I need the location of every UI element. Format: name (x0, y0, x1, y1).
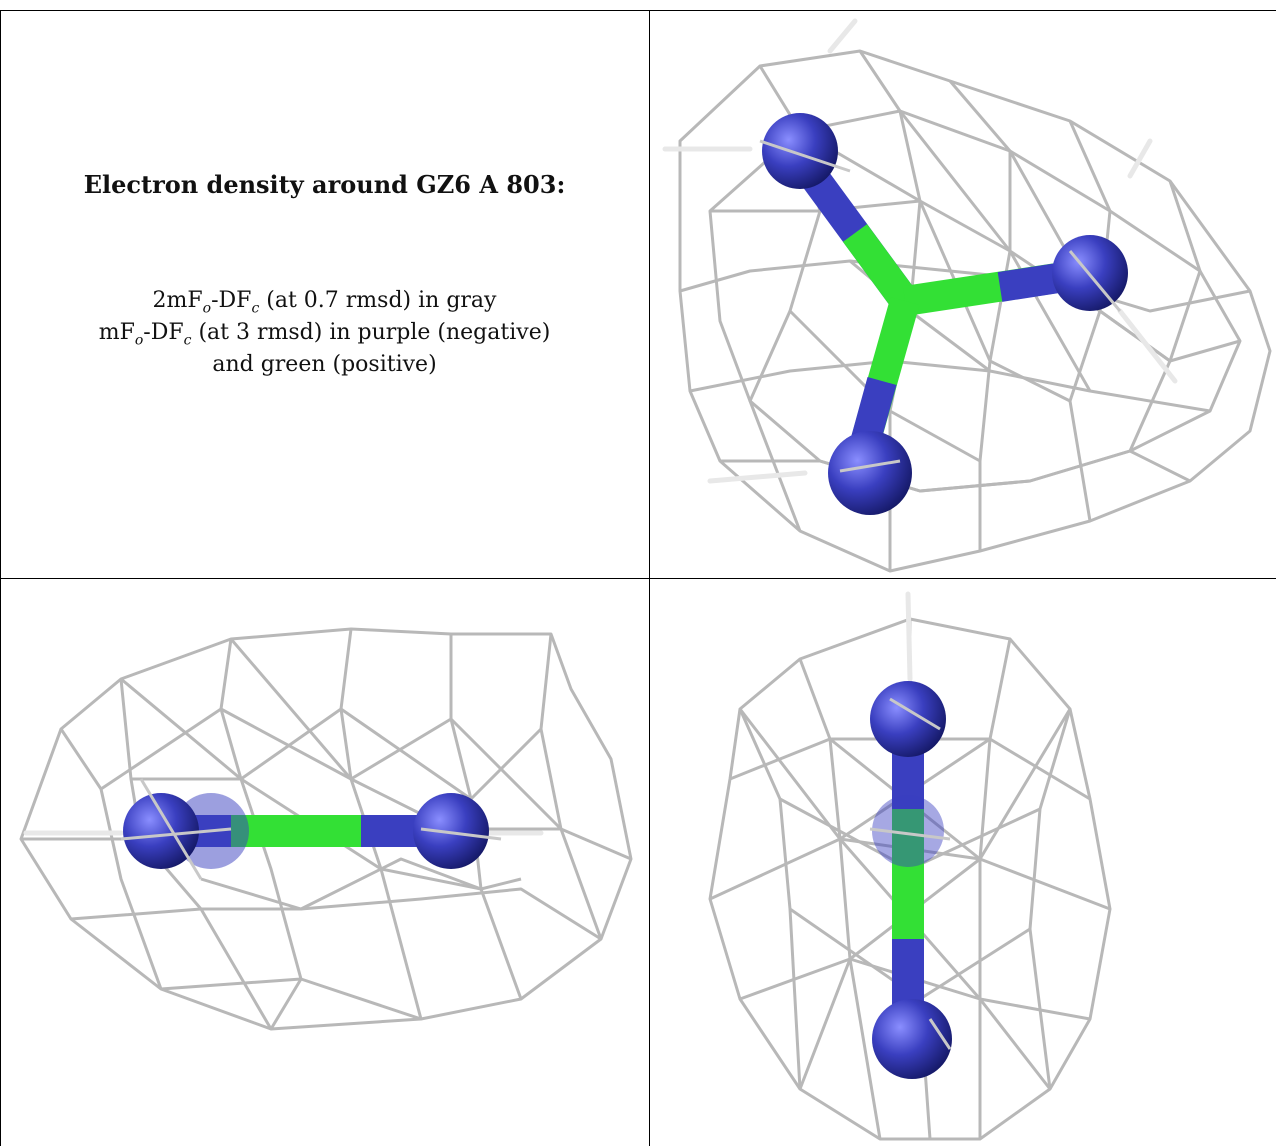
caption-title: Electron density around GZ6 A 803: (83, 170, 566, 199)
table-border-left (0, 10, 1, 1146)
caption-line-mfo: mFo-DFc (at 3 rmsd) in purple (negative) (98, 320, 551, 349)
density-panel-side-view-horizontal (1, 579, 649, 1146)
density-panel-top-view (650, 11, 1276, 578)
table-border-middle (0, 578, 1276, 579)
guanidine-side-horizontal-icon (19, 627, 633, 1031)
density-panel-side-view-vertical (650, 579, 1276, 1146)
table-border-top (0, 10, 1276, 11)
caption-line-2mfo: 2mFo-DFc (at 0.7 rmsd) in gray (152, 288, 497, 317)
table-border-center (649, 10, 650, 1146)
guanidine-side-vertical-icon (708, 591, 1112, 1141)
caption-cell: Electron density around GZ6 A 803: 2mFo-… (0, 0, 649, 578)
guanidine-top-view-icon (662, 18, 1272, 573)
caption-line-green: and green (positive) (212, 352, 437, 377)
